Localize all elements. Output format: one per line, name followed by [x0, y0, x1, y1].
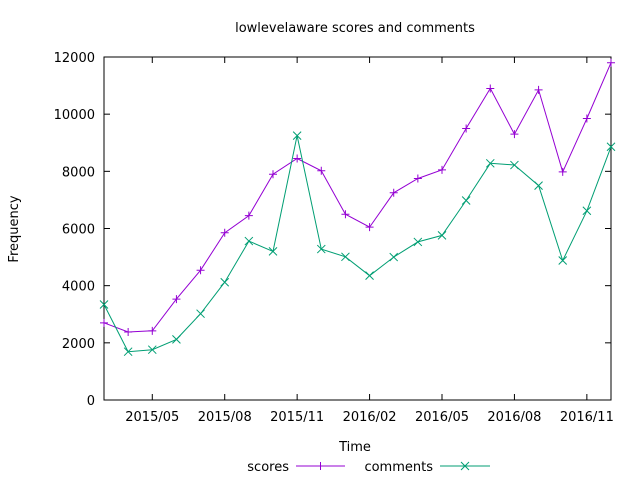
y-tick-label: 0 — [87, 394, 95, 409]
y-tick-label: 2000 — [62, 337, 95, 352]
series-line-scores — [103, 62, 612, 333]
data-point-comments — [413, 237, 423, 247]
x-tick-label: 2016/11 — [560, 410, 614, 425]
data-point-scores — [462, 124, 471, 133]
x-tick-label: 2016/05 — [415, 410, 469, 425]
data-point-comments — [365, 271, 374, 281]
data-point-scores — [317, 166, 326, 175]
data-point-comments — [268, 247, 278, 256]
data-point-comments — [244, 236, 254, 246]
data-point-scores — [510, 130, 519, 139]
data-point-comments — [510, 160, 519, 170]
data-point-comments — [172, 335, 181, 344]
legend-label-comments: comments — [364, 460, 433, 475]
data-point-scores — [582, 114, 591, 123]
data-point-scores — [534, 85, 543, 94]
data-point-scores — [293, 154, 302, 163]
data-point-comments — [606, 142, 616, 152]
data-point-comments — [437, 231, 447, 240]
plot-area: 0 2000 4000 6000 8000 10000 12000 2015/05 2015/0… — [54, 51, 616, 425]
data-point-scores — [365, 223, 374, 232]
data-point-comments — [316, 244, 326, 254]
data-point-comments — [99, 300, 109, 309]
x-tick-label: 2015/11 — [270, 410, 324, 425]
legend-label-scores: scores — [247, 460, 289, 475]
data-point-scores — [244, 211, 253, 220]
data-point-scores — [341, 210, 350, 219]
data-point-scores — [172, 295, 181, 304]
data-point-scores — [607, 58, 615, 67]
series-scores — [100, 58, 615, 336]
x-tick-label: 2015/08 — [198, 410, 252, 425]
data-point-scores — [389, 188, 398, 197]
data-point-comments — [485, 158, 495, 168]
data-point-comments — [341, 252, 350, 262]
data-point-scores — [269, 170, 277, 179]
y-tick-label: 12000 — [54, 51, 95, 66]
y-tick-label: 4000 — [62, 280, 95, 295]
y-tick-label: 8000 — [62, 165, 95, 180]
x-tick-label: 2015/05 — [125, 410, 179, 425]
series-line-comments — [103, 135, 612, 353]
data-point-scores — [558, 167, 567, 176]
data-point-comments — [389, 252, 399, 262]
data-point-scores — [413, 174, 422, 183]
legend: scores comments — [247, 460, 490, 475]
data-point-scores — [196, 266, 205, 275]
data-point-comments — [196, 309, 205, 319]
y-axis-label: Frequency — [7, 195, 22, 262]
data-point-comments — [534, 181, 543, 190]
data-point-comments — [292, 131, 302, 140]
data-point-comments — [461, 196, 471, 205]
data-point-comments — [123, 347, 133, 357]
series-comments — [99, 131, 616, 357]
x-tick-label: 2016/08 — [487, 410, 541, 425]
data-point-comments — [220, 277, 230, 287]
data-point-scores — [220, 228, 229, 237]
data-point-comments — [558, 256, 568, 265]
data-point-scores — [486, 84, 495, 93]
y-tick-label: 10000 — [54, 108, 95, 123]
y-tick-label: 6000 — [62, 223, 95, 238]
data-point-comments — [582, 206, 592, 216]
x-tick-label: 2016/02 — [343, 410, 397, 425]
data-point-scores — [438, 165, 446, 174]
data-point-scores — [124, 327, 133, 336]
data-point-comments — [147, 345, 157, 355]
data-point-scores — [148, 326, 157, 335]
x-axis-label: Time — [338, 440, 371, 455]
legend-marker-scores — [316, 462, 325, 470]
data-point-scores — [100, 318, 108, 327]
legend-marker-comments — [460, 461, 470, 471]
chart-title: lowlevelaware scores and comments — [235, 21, 475, 36]
plot-frame — [103, 56, 612, 401]
